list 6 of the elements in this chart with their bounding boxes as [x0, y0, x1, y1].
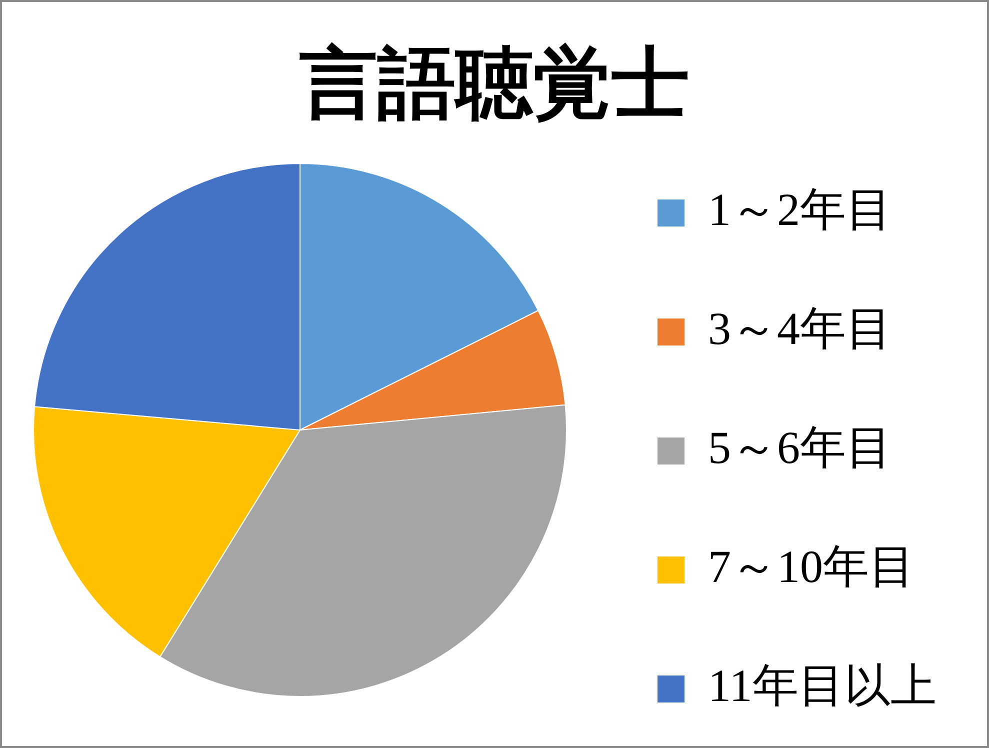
legend-label: 3～4年目 — [708, 303, 892, 354]
legend-label: 1～2年目 — [708, 184, 892, 236]
legend-label: 5～6年目 — [708, 422, 892, 474]
legend-label: 11年目以上 — [708, 660, 936, 712]
legend-label: 7～10年目 — [708, 541, 915, 592]
chart-title: 言語聴覚士 — [298, 40, 690, 127]
